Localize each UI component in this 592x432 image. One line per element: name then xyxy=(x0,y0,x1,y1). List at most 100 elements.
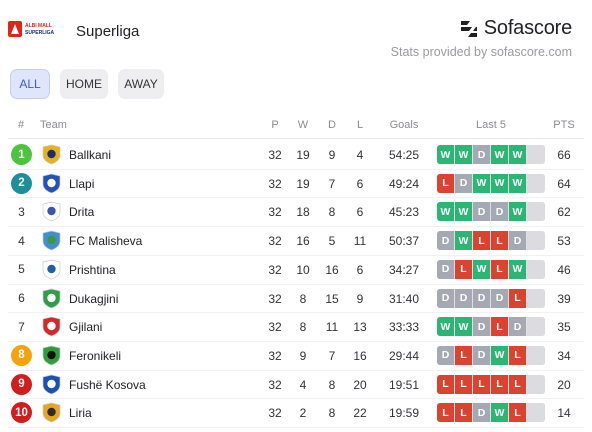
team-points: 46 xyxy=(557,262,571,277)
form-result[interactable]: W xyxy=(473,173,490,193)
form-result[interactable]: L xyxy=(437,374,454,394)
form-result[interactable]: L xyxy=(473,374,490,394)
team-name[interactable]: Feronikeli xyxy=(69,348,122,363)
team-name[interactable]: Llapi xyxy=(69,176,95,191)
form-result[interactable]: W xyxy=(491,345,508,365)
form-result[interactable]: W xyxy=(491,145,508,164)
team-played: 32 xyxy=(268,406,282,421)
form-result[interactable]: D xyxy=(509,317,526,337)
form-result[interactable]: W xyxy=(455,202,472,222)
form-result[interactable]: W xyxy=(455,145,472,164)
standings-row[interactable]: 7 Gjilani 32 8 11 13 33:33 35 W W D L D xyxy=(0,312,592,341)
filter-tab-away[interactable]: AWAY xyxy=(118,69,164,99)
form-result[interactable]: L xyxy=(509,374,526,394)
standings-row[interactable]: 10 Liria 32 2 8 22 19:59 14 L L D W L xyxy=(0,398,592,427)
form-result[interactable]: L xyxy=(455,259,472,279)
form-upcoming-slot xyxy=(527,317,545,337)
filter-tabs: ALL HOME AWAY xyxy=(10,69,164,99)
form-result[interactable]: W xyxy=(509,145,526,164)
row-divider xyxy=(8,340,584,342)
filter-tab-home[interactable]: HOME xyxy=(60,69,108,99)
sofascore-brand[interactable]: Sofascore xyxy=(459,17,572,40)
form-result[interactable]: L xyxy=(455,403,472,423)
form-result[interactable]: D xyxy=(437,345,454,365)
team-drawn: 7 xyxy=(328,348,336,363)
standings-row[interactable]: 6 Dukagjini 32 8 15 9 31:40 39 D D D D L xyxy=(0,284,592,313)
form-result[interactable]: L xyxy=(509,288,526,308)
team-won: 19 xyxy=(296,148,310,162)
form-result[interactable]: L xyxy=(473,231,490,251)
form-result[interactable]: L xyxy=(491,231,508,251)
form-result[interactable]: L xyxy=(509,345,526,365)
form-result[interactable]: L xyxy=(455,374,472,394)
form-upcoming-slot xyxy=(527,173,545,193)
team-name[interactable]: Dukagjini xyxy=(69,291,119,306)
team-name[interactable]: Gjilani xyxy=(69,320,103,335)
form-result[interactable]: D xyxy=(437,288,454,308)
standings-row[interactable]: 4 FC Malisheva 32 16 5 11 50:37 53 D W L L D xyxy=(0,226,592,255)
team-points: 14 xyxy=(557,406,571,421)
ballkani-crest-icon xyxy=(42,144,61,165)
form-result[interactable]: L xyxy=(455,345,472,365)
standings-row[interactable]: 8 Feronikeli 32 9 7 16 29:44 34 D L D W L xyxy=(0,341,592,370)
team-played: 32 xyxy=(268,377,282,392)
filter-tab-all[interactable]: ALL xyxy=(10,69,50,99)
team-played: 32 xyxy=(268,348,282,363)
team-points: 64 xyxy=(557,176,571,191)
form-result[interactable]: L xyxy=(491,317,508,337)
form-result[interactable]: D xyxy=(473,403,490,423)
form-result[interactable]: L xyxy=(491,259,508,279)
team-points: 66 xyxy=(557,148,571,162)
form-result[interactable]: D xyxy=(455,288,472,308)
form-result[interactable]: D xyxy=(473,288,490,308)
form-result[interactable]: W xyxy=(509,173,526,193)
team-drawn: 9 xyxy=(328,148,336,162)
form-result[interactable]: W xyxy=(491,173,508,193)
row-divider xyxy=(8,283,584,285)
form-result[interactable]: L xyxy=(491,374,508,394)
form-result[interactable]: L xyxy=(509,403,526,423)
team-name[interactable]: Fushë Kosova xyxy=(69,377,146,392)
form-result[interactable]: L xyxy=(437,403,454,423)
form-result[interactable]: D xyxy=(437,259,454,279)
standings-row[interactable]: 5 Prishtina 32 10 16 6 34:27 46 D L W L W xyxy=(0,255,592,284)
team-name[interactable]: Ballkani xyxy=(69,148,112,162)
form-result[interactable]: W xyxy=(437,145,454,164)
form-result[interactable]: W xyxy=(437,202,454,222)
team-name[interactable]: Prishtina xyxy=(69,262,116,277)
team-won: 4 xyxy=(299,377,307,392)
form-result[interactable]: D xyxy=(473,317,490,337)
row-divider xyxy=(8,369,584,371)
form-result[interactable]: W xyxy=(509,202,526,222)
col-header-rank: # xyxy=(18,119,25,131)
form-result[interactable]: W xyxy=(473,259,490,279)
form-result[interactable]: D xyxy=(437,231,454,251)
stats-attribution[interactable]: Stats provided by sofascore.com xyxy=(390,45,572,59)
form-result[interactable]: W xyxy=(455,317,472,337)
form-result[interactable]: W xyxy=(509,259,526,279)
standings-row[interactable]: 9 Fushë Kosova 32 4 8 20 19:51 20 L L L L L xyxy=(0,370,592,399)
form-result[interactable]: D xyxy=(509,231,526,251)
team-name[interactable]: FC Malisheva xyxy=(69,234,143,249)
form-result[interactable]: D xyxy=(455,173,472,193)
team-won: 18 xyxy=(296,205,310,220)
standings-row[interactable]: 3 Drita 32 18 8 6 45:23 62 W W D D W xyxy=(0,197,592,226)
form-result[interactable]: L xyxy=(437,173,454,193)
form-result[interactable]: W xyxy=(455,231,472,251)
form-result[interactable]: W xyxy=(491,403,508,423)
team-position: 8 xyxy=(11,344,32,366)
standings-row[interactable]: 1 Ballkani 32 19 9 4 54:25 66 W W D W W xyxy=(0,140,592,169)
form-result[interactable]: D xyxy=(473,145,490,164)
form-result[interactable]: W xyxy=(437,317,454,337)
team-name[interactable]: Drita xyxy=(69,205,95,220)
team-name[interactable]: Liria xyxy=(69,406,92,421)
standings-row[interactable]: 2 Llapi 32 19 7 6 49:24 64 L D W W W xyxy=(0,169,592,198)
form-result[interactable]: D xyxy=(473,345,490,365)
dukagjini-crest-icon xyxy=(42,288,61,308)
team-lost: 4 xyxy=(356,148,364,162)
form-result[interactable]: D xyxy=(473,202,490,222)
form-result[interactable]: D xyxy=(491,288,508,308)
team-won: 8 xyxy=(299,320,307,335)
form-result[interactable]: D xyxy=(491,202,508,222)
